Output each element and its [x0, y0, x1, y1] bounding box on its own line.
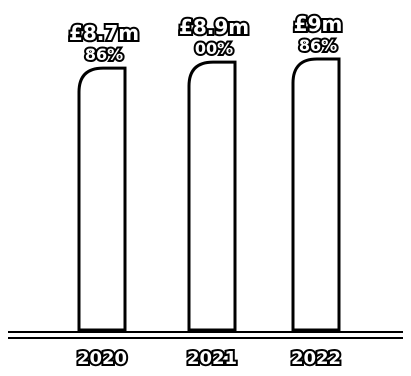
x-tick-labels: 2020 2021 2022 [75, 346, 343, 371]
bar-2020 [77, 66, 127, 332]
bar-2021 [187, 60, 237, 332]
value-label-2021: £8.9m [179, 15, 249, 39]
bar-2022 [291, 57, 341, 332]
percent-label-2020: 86% [85, 45, 123, 64]
bars-group [77, 57, 341, 332]
percent-label-2021: 00% [195, 39, 233, 58]
x-tick-2020: 2020 [77, 348, 127, 369]
value-label-2022: £9m [294, 12, 343, 36]
value-label-2020: £8.7m [69, 21, 139, 45]
x-tick-2022: 2022 [291, 348, 341, 369]
percent-label-2022: 86% [299, 36, 337, 55]
x-tick-2021: 2021 [187, 348, 237, 369]
